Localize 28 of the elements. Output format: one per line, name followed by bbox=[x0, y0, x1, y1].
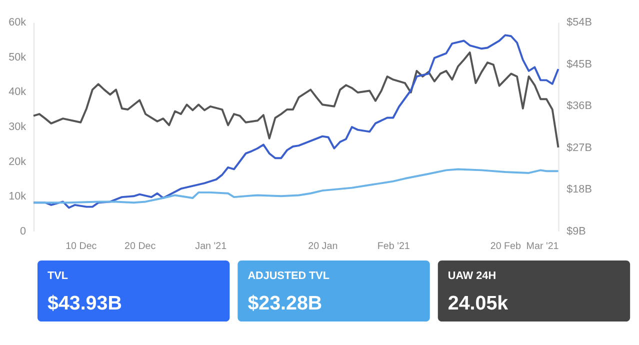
y-tick-label: 10k bbox=[8, 190, 27, 203]
line-series bbox=[32, 51, 560, 148]
x-tick-label: 10 Dec bbox=[66, 241, 97, 252]
y2-tick-label: $9B bbox=[566, 225, 586, 238]
x-tick-label: 20 Feb bbox=[490, 241, 522, 252]
x-tick-label: 20 Dec bbox=[124, 241, 156, 252]
y-tick-label: 0 bbox=[20, 225, 26, 238]
y-tick-label: 50k bbox=[8, 51, 27, 64]
line-series bbox=[32, 168, 560, 204]
category-label: UAW 24H bbox=[448, 270, 496, 282]
category-label: TVL bbox=[47, 270, 68, 282]
y-tick-label: 40k bbox=[8, 86, 27, 98]
x-tick-label: 20 Jan bbox=[308, 241, 338, 252]
y2-tick-label: $18B bbox=[566, 184, 592, 196]
x-tick-label: Feb '21 bbox=[377, 241, 410, 252]
y-tick-label: 60k bbox=[8, 16, 27, 29]
text: 24.05k bbox=[448, 292, 508, 315]
y-tick-label: 30k bbox=[8, 121, 27, 134]
y2-tick-label: $36B bbox=[566, 100, 592, 112]
text: $43.93B bbox=[47, 292, 122, 315]
y2-tick-label: $27B bbox=[566, 142, 592, 154]
category-label: ADJUSTED TVL bbox=[248, 270, 330, 282]
x-tick-label: Mar '21 bbox=[526, 241, 559, 252]
y2-tick-label: $54B bbox=[566, 16, 592, 29]
x-tick-label: Jan '21 bbox=[195, 241, 227, 252]
text: $23.28B bbox=[248, 292, 322, 315]
y-tick-label: 20k bbox=[8, 156, 27, 168]
y2-tick-label: $45B bbox=[566, 58, 592, 70]
